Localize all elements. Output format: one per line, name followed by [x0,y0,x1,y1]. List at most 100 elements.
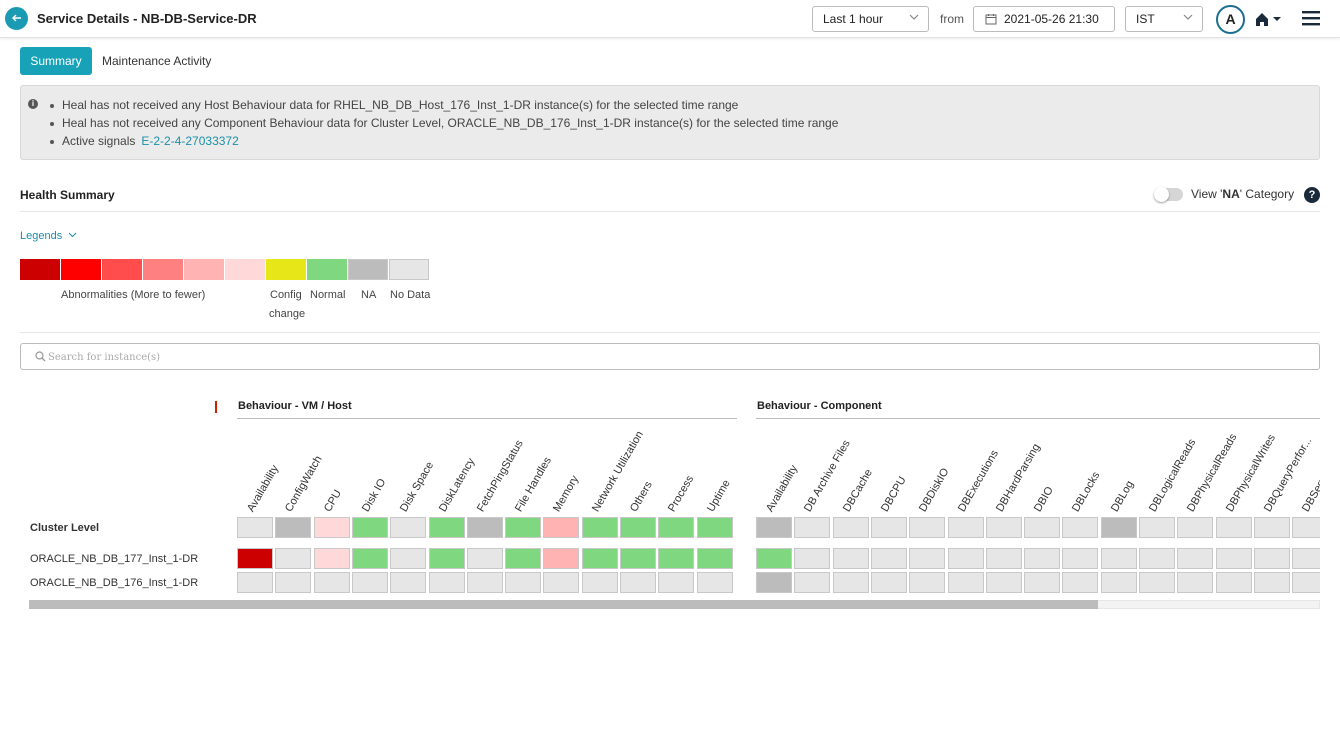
health-cell[interactable] [543,572,580,593]
health-cell[interactable] [1253,572,1290,593]
health-cell[interactable] [428,548,465,569]
legends-toggle[interactable]: Legends [20,230,77,242]
active-signal-link[interactable]: E-2-2-4-27033372 [141,134,239,148]
time-range-select[interactable]: Last 1 hour [812,6,929,32]
health-cell[interactable] [543,517,580,538]
health-cell[interactable] [1139,548,1175,569]
health-cell[interactable] [870,548,907,569]
tab-maintenance-activity[interactable]: Maintenance Activity [102,54,212,68]
health-cell[interactable] [696,548,733,569]
hamburger-menu-icon[interactable] [1302,10,1320,26]
health-cell[interactable] [275,572,312,593]
health-cell[interactable] [1177,572,1214,593]
health-cell[interactable] [832,517,869,538]
health-cell[interactable] [1062,548,1099,569]
health-cell[interactable] [985,548,1022,569]
health-cell[interactable] [1100,548,1137,569]
health-cell[interactable] [390,572,427,593]
health-cell[interactable] [947,517,984,538]
health-cell[interactable] [1253,548,1290,569]
health-cell[interactable] [985,517,1022,538]
health-cell[interactable] [947,548,984,569]
instance-search[interactable] [20,343,1320,370]
health-cell[interactable] [985,572,1022,593]
timezone-select[interactable]: IST [1125,6,1203,32]
health-cell[interactable] [1215,548,1252,569]
health-cell[interactable] [658,517,695,538]
from-datetime-field[interactable]: 2021-05-26 21:30 [973,6,1115,32]
health-cell[interactable] [870,517,907,538]
health-cell[interactable] [237,517,273,538]
health-cell[interactable] [275,548,312,569]
health-cell[interactable] [581,572,618,593]
health-cell[interactable] [466,572,503,593]
health-cell[interactable] [794,517,831,538]
health-cell[interactable] [794,572,831,593]
health-cell[interactable] [581,517,618,538]
health-cell[interactable] [1177,517,1214,538]
health-cell[interactable] [275,517,312,538]
health-cell[interactable] [1215,572,1252,593]
health-cell[interactable] [620,517,656,538]
health-cell[interactable] [756,517,792,538]
health-cell[interactable] [1100,572,1137,593]
health-cell[interactable] [505,572,542,593]
health-cell[interactable] [1292,517,1320,538]
health-cell[interactable] [1139,572,1175,593]
health-cell[interactable] [1100,517,1137,538]
health-cell[interactable] [1292,572,1320,593]
health-cell[interactable] [1253,517,1290,538]
health-cell[interactable] [756,572,792,593]
back-button[interactable] [5,7,28,30]
tab-summary[interactable]: Summary [20,47,92,75]
health-cell[interactable] [1024,517,1061,538]
scrollbar-thumb[interactable] [29,600,1098,609]
health-cell[interactable] [947,572,984,593]
health-cell[interactable] [505,548,542,569]
view-na-toggle[interactable] [1154,187,1183,202]
health-cell[interactable] [390,548,427,569]
health-cell[interactable] [313,548,350,569]
avatar[interactable]: A [1216,5,1245,34]
health-cell[interactable] [351,572,388,593]
health-cell[interactable] [909,548,946,569]
health-cell[interactable] [390,517,427,538]
health-cell[interactable] [832,548,869,569]
health-cell[interactable] [543,548,580,569]
health-cell[interactable] [909,572,946,593]
health-cell[interactable] [1292,548,1320,569]
health-cell[interactable] [1062,572,1099,593]
health-cell[interactable] [351,517,388,538]
health-cell[interactable] [620,548,656,569]
health-cell[interactable] [832,572,869,593]
health-cell[interactable] [870,572,907,593]
health-cell[interactable] [581,548,618,569]
health-cell[interactable] [1024,572,1061,593]
health-cell[interactable] [237,572,273,593]
health-cell[interactable] [428,517,465,538]
health-cell[interactable] [1062,517,1099,538]
health-cell[interactable] [428,572,465,593]
health-cell[interactable] [756,548,792,569]
health-cell[interactable] [505,517,542,538]
health-cell[interactable] [237,548,273,569]
health-cell[interactable] [313,572,350,593]
health-cell[interactable] [351,548,388,569]
home-icon[interactable] [1254,10,1284,28]
search-input[interactable] [48,349,648,365]
health-cell[interactable] [1139,517,1175,538]
health-cell[interactable] [794,548,831,569]
help-icon[interactable]: ? [1304,187,1320,203]
health-cell[interactable] [313,517,350,538]
health-cell[interactable] [466,517,503,538]
health-cell[interactable] [1024,548,1061,569]
health-cell[interactable] [1177,548,1214,569]
health-cell[interactable] [658,548,695,569]
health-cell[interactable] [466,548,503,569]
health-cell[interactable] [620,572,656,593]
health-cell[interactable] [658,572,695,593]
health-cell[interactable] [696,517,733,538]
health-cell[interactable] [1215,517,1252,538]
health-cell[interactable] [696,572,733,593]
health-cell[interactable] [909,517,946,538]
